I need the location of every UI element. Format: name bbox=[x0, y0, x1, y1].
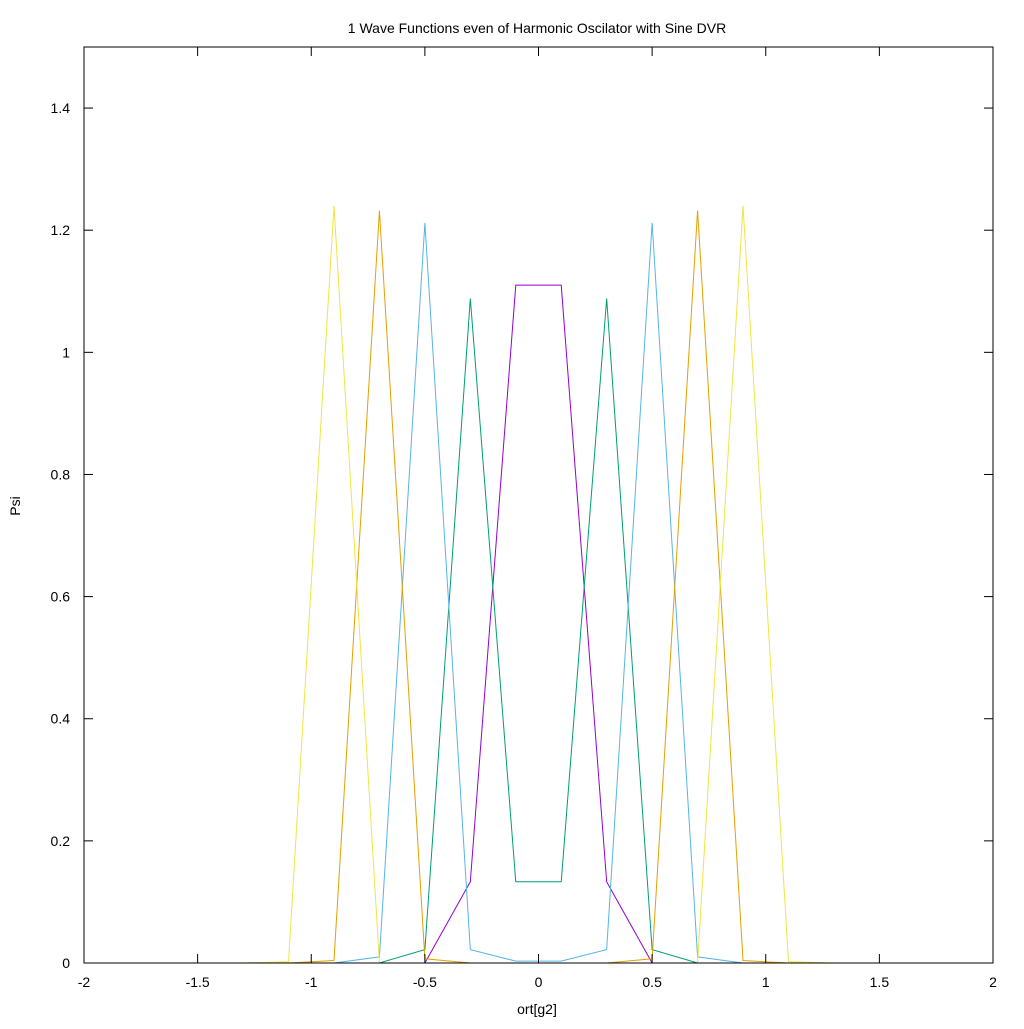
y-tick-label: 0 bbox=[62, 955, 70, 971]
y-axis-title: Psi bbox=[7, 496, 23, 515]
x-axis-title: ort[g2] bbox=[517, 1001, 557, 1017]
y-tick-label: 1.4 bbox=[51, 100, 71, 116]
y-tick-label: 0.8 bbox=[51, 466, 71, 482]
x-tick-label: -1.5 bbox=[186, 974, 210, 990]
y-tick-label: 1.2 bbox=[51, 222, 71, 238]
axis-layer: -2 -1.5 -1 -0.5 0 0.5 1 1.5 2 0 0.2 0.4 0.6 0.8 1 1.2 1.… bbox=[51, 46, 997, 990]
chart-title: 1 Wave Functions even of Harmonic Oscila… bbox=[348, 20, 726, 36]
y-tick-label: 0.6 bbox=[51, 589, 71, 605]
y-tick-label: 0.4 bbox=[51, 711, 71, 727]
x-tick-label: 1.5 bbox=[870, 974, 890, 990]
x-tick-label: 0 bbox=[535, 974, 543, 990]
series-line-1 bbox=[424, 284, 653, 964]
x-tick-label: 2 bbox=[989, 974, 997, 990]
y-tick-label: 1 bbox=[62, 344, 70, 360]
x-tick-label: -0.5 bbox=[413, 974, 437, 990]
x-tick-label: 0.5 bbox=[642, 974, 662, 990]
x-tick-label: -1 bbox=[305, 974, 318, 990]
x-tick-label: -2 bbox=[78, 974, 91, 990]
series-line-2 bbox=[379, 298, 698, 964]
x-tick-label: 1 bbox=[762, 974, 770, 990]
y-tick-label: 0.2 bbox=[51, 833, 71, 849]
